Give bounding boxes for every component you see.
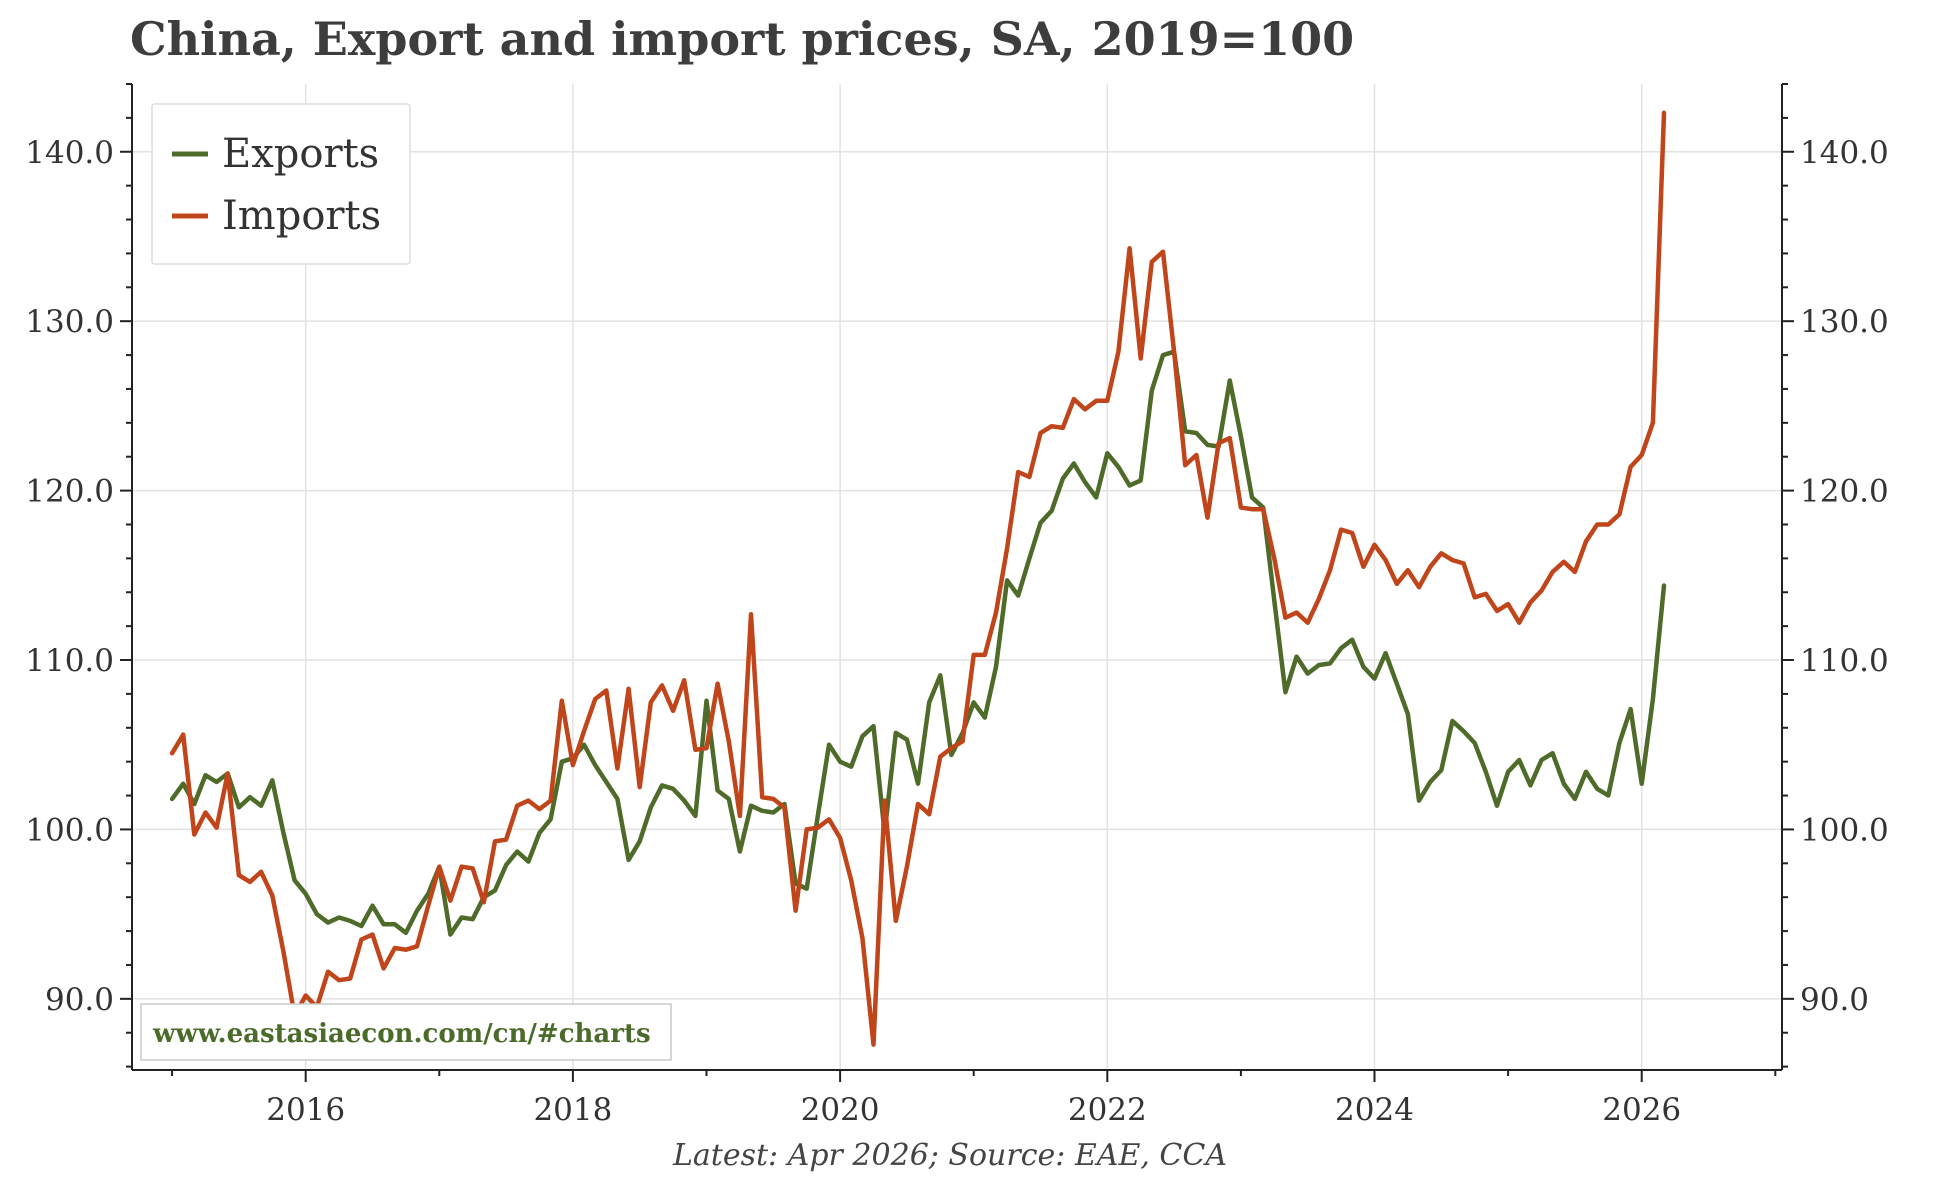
legend: Exports Imports bbox=[151, 103, 411, 265]
series-line-exports bbox=[169, 349, 1667, 937]
y-tick-label-left-1: 100.0 bbox=[25, 812, 114, 848]
x-tick-label-2: 2020 bbox=[801, 1092, 880, 1128]
y-tick-label-right-3: 120.0 bbox=[1800, 474, 1889, 510]
x-tick-label-0: 2016 bbox=[266, 1092, 345, 1128]
y-tick-label-right-0: 90.0 bbox=[1800, 982, 1869, 1018]
source-note: Latest: Apr 2026; Source: EAE, CCA bbox=[672, 1138, 1227, 1173]
x-tick-label-5: 2026 bbox=[1602, 1092, 1681, 1128]
y-tick-label-right-2: 110.0 bbox=[1800, 643, 1889, 679]
legend-label-imports: Imports bbox=[222, 193, 381, 239]
y-tick-label-left-4: 130.0 bbox=[25, 304, 114, 340]
legend-box bbox=[151, 103, 411, 265]
y-tick-label-left-5: 140.0 bbox=[25, 135, 114, 171]
legend-label-exports: Exports bbox=[222, 131, 379, 177]
chart-title: China, Export and import prices, SA, 201… bbox=[130, 12, 1355, 66]
x-tick-label-1: 2018 bbox=[533, 1092, 612, 1128]
series-lines bbox=[169, 110, 1667, 1047]
watermark-frame bbox=[140, 1003, 672, 1061]
grid bbox=[132, 84, 1782, 1070]
y-tick-label-right-4: 130.0 bbox=[1800, 304, 1889, 340]
y-tick-label-left-2: 110.0 bbox=[25, 643, 114, 679]
y-tick-label-left-3: 120.0 bbox=[25, 474, 114, 510]
series-line-imports bbox=[169, 110, 1667, 1047]
axes: 90.0 90.0 100.0 100.0 110.0 110.0 120.0 120.0 13… bbox=[25, 83, 1889, 1128]
y-tick-label-right-1: 100.0 bbox=[1800, 812, 1889, 848]
watermark-box: www.eastasiaecon.com/cn/#charts bbox=[140, 1003, 672, 1061]
y-tick-label-right-5: 140.0 bbox=[1800, 135, 1889, 171]
x-tick-label-4: 2024 bbox=[1335, 1092, 1414, 1128]
watermark-text: www.eastasiaecon.com/cn/#charts bbox=[152, 1019, 651, 1049]
y-tick-label-left-0: 90.0 bbox=[45, 982, 114, 1018]
x-tick-label-3: 2022 bbox=[1068, 1092, 1147, 1128]
